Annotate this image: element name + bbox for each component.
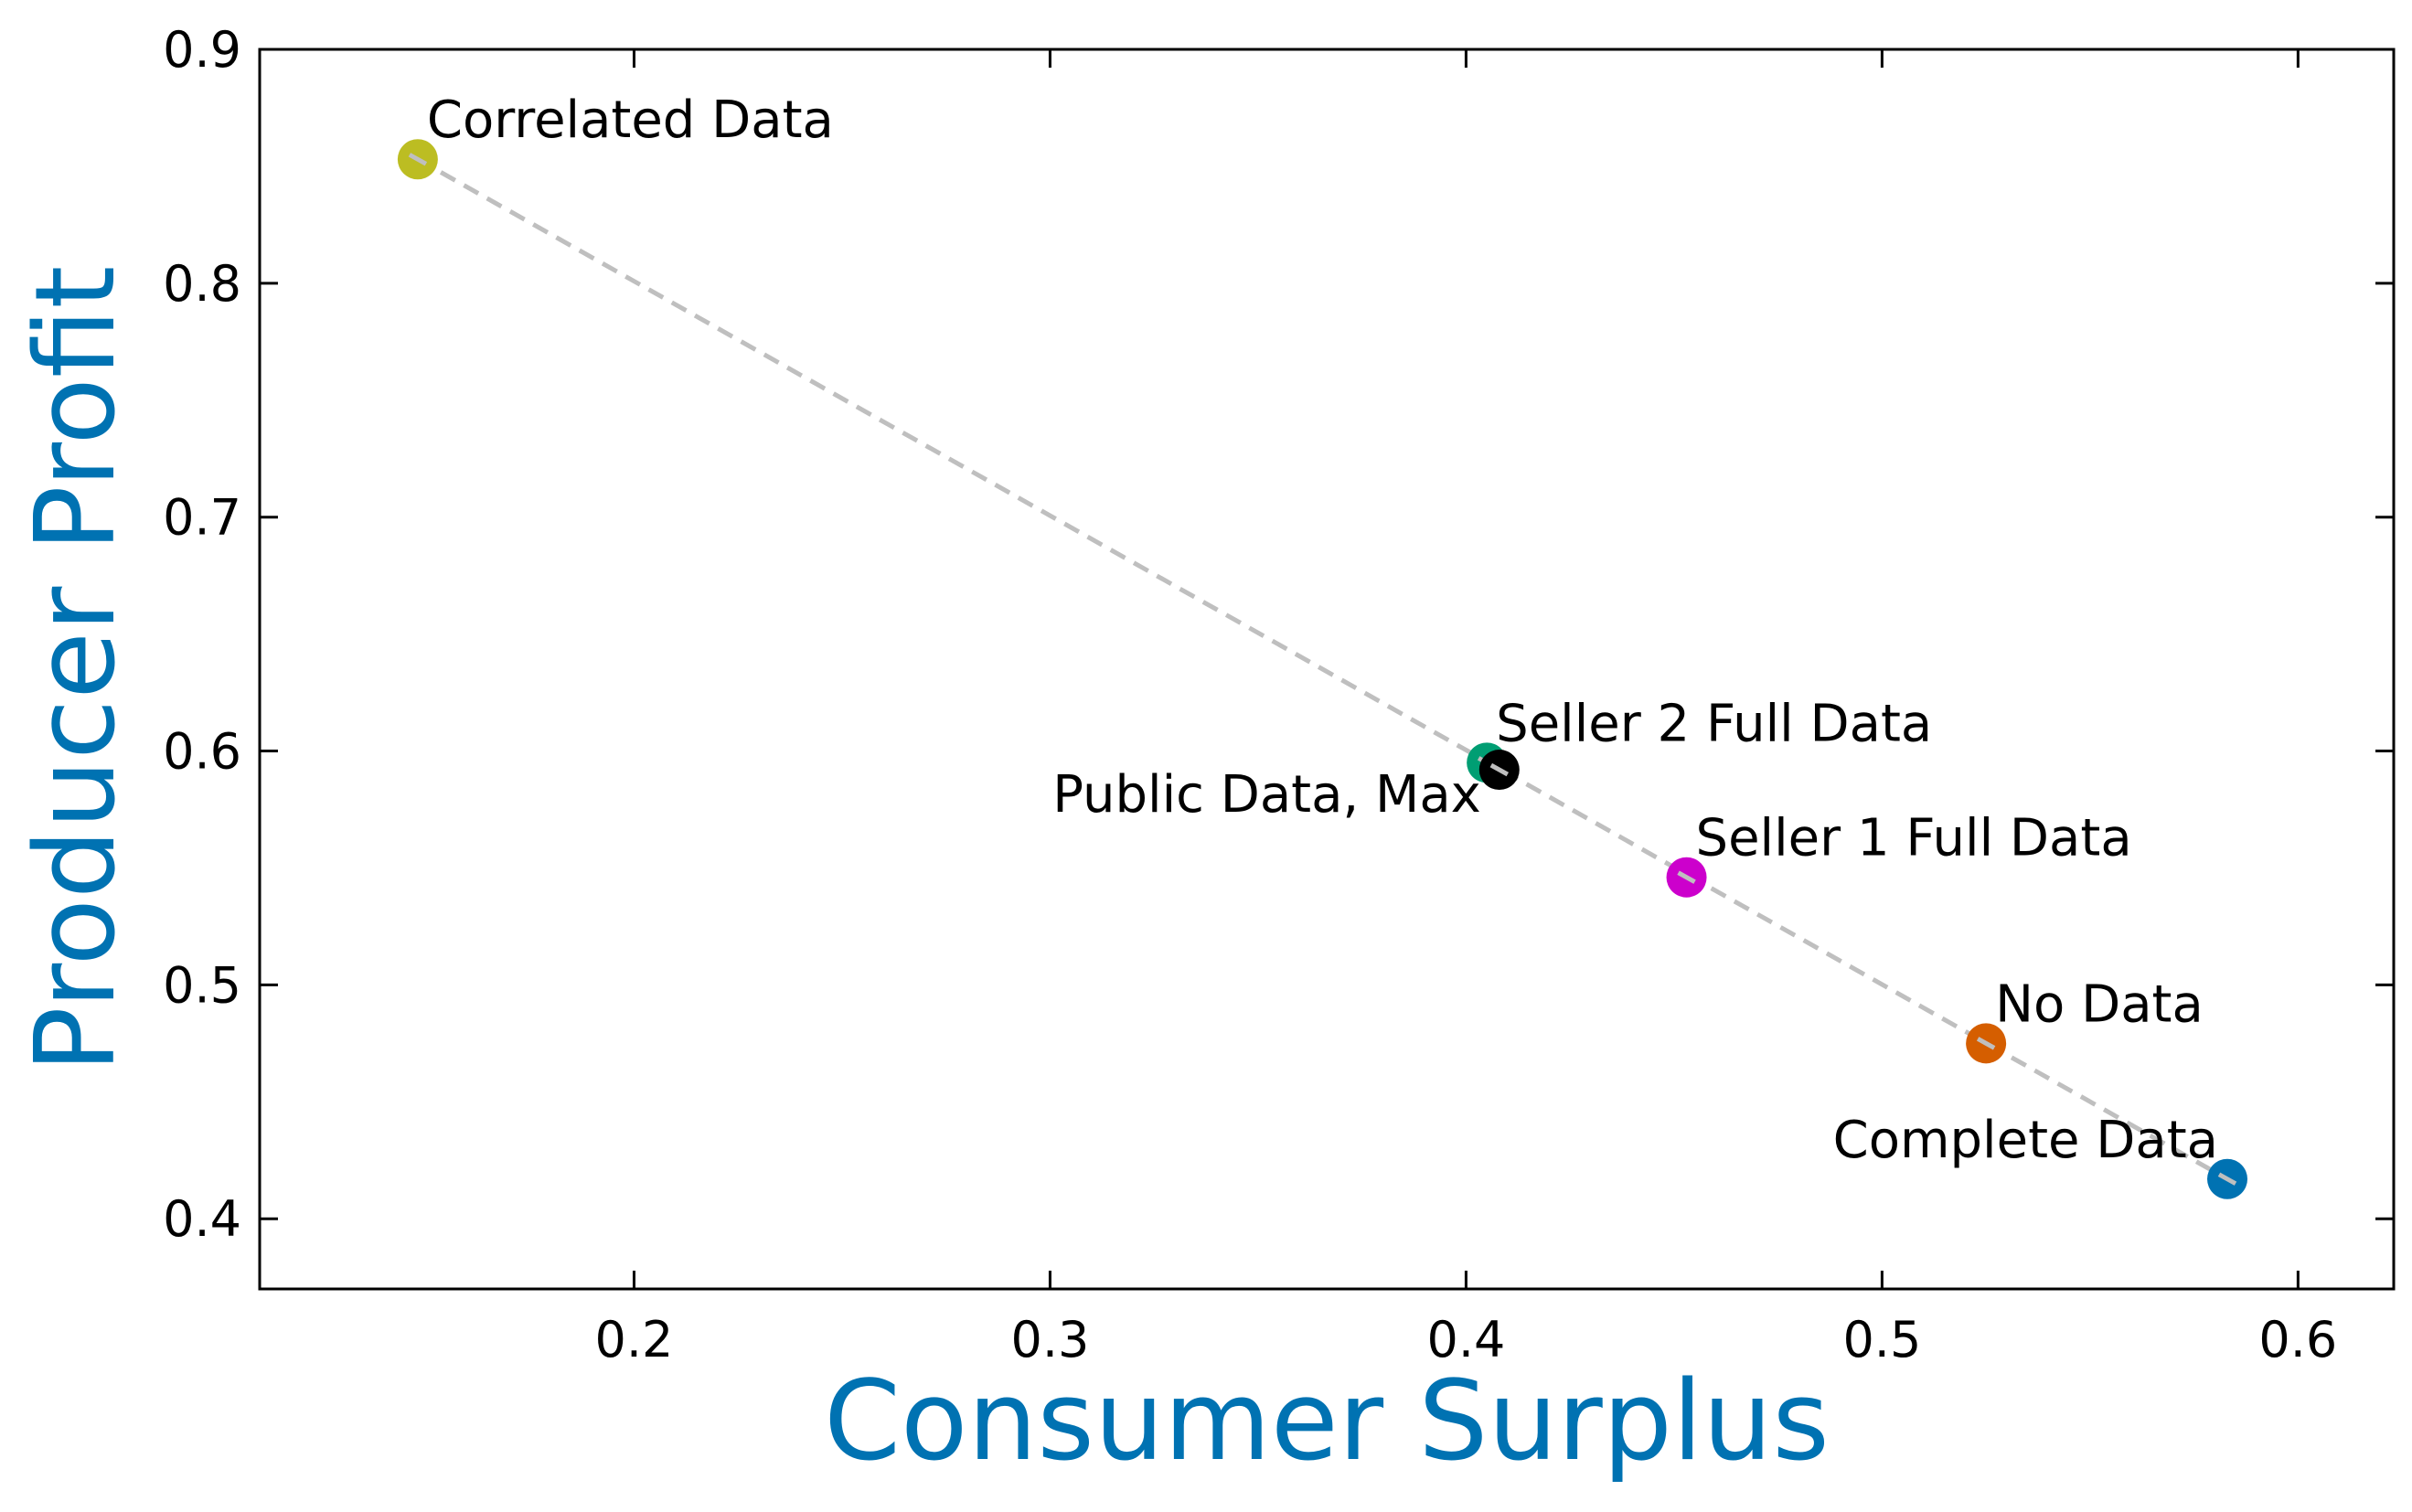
y-tick-label: 0.7: [163, 489, 241, 547]
trend-line-overlay: [2217, 1172, 2237, 1186]
x-tick-label: 0.5: [1842, 1311, 1921, 1368]
trend-line: [416, 157, 2229, 1181]
y-tick-label: 0.5: [163, 956, 241, 1014]
point-label: Seller 1 Full Data: [1696, 809, 2132, 868]
y-tick-label: 0.6: [163, 723, 241, 781]
x-tick-label: 0.3: [1010, 1311, 1089, 1368]
x-tick-label: 0.4: [1426, 1311, 1505, 1368]
point-labels: Correlated Data Seller 2 Full Data Public …: [427, 91, 2218, 1170]
y-tick-label: 0.9: [163, 21, 241, 79]
y-axis-title: Producer Profit: [13, 266, 140, 1073]
data-points: [397, 139, 2248, 1199]
x-tick-label: 0.2: [595, 1311, 674, 1368]
point-label: Complete Data: [1833, 1111, 2218, 1170]
trend-line-overlay: [408, 153, 428, 166]
x-tick-label: 0.6: [2258, 1311, 2337, 1368]
trend-line-overlay: [1976, 1037, 1996, 1050]
trend-line-group: [416, 157, 2229, 1181]
point-label: Correlated Data: [427, 91, 834, 150]
point-label: Seller 2 Full Data: [1496, 694, 1932, 753]
x-axis-title: Consumer Surplus: [824, 1358, 1830, 1485]
y-tick-label: 0.8: [163, 255, 241, 313]
point-label: No Data: [1995, 974, 2204, 1034]
plot-area-frame: [258, 48, 2396, 1291]
y-axis-ticks: 0.4 0.5 0.6 0.7 0.8 0.9: [163, 21, 2394, 1248]
point-label: Public Data, Max: [1052, 765, 1481, 825]
x-axis-ticks: 0.2 0.3 0.4 0.5 0.6: [595, 49, 2337, 1368]
trend-line-overlay: [1489, 762, 1510, 777]
trend-line-overlay: [1677, 870, 1696, 884]
y-tick-label: 0.4: [163, 1190, 241, 1248]
